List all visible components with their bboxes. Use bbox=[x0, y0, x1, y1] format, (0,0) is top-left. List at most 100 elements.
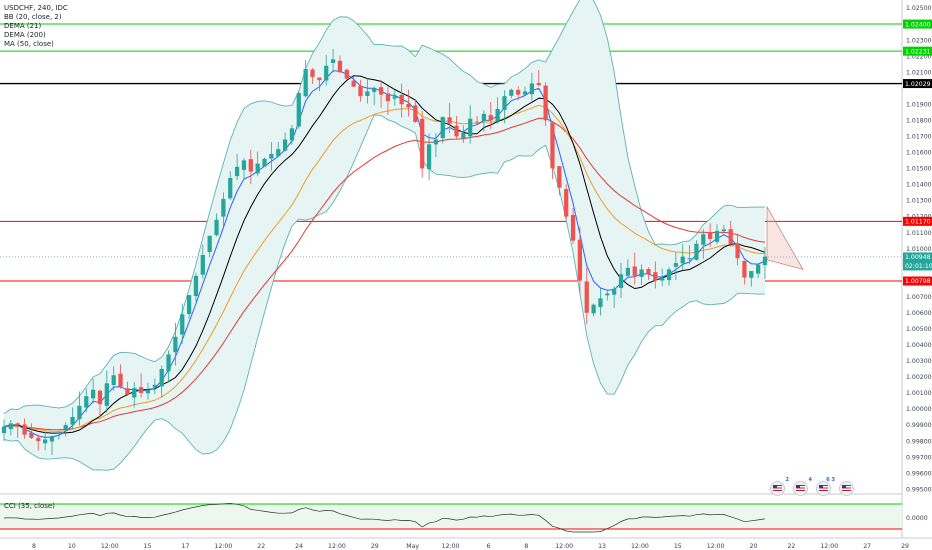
candle-body bbox=[180, 314, 185, 335]
candle-body bbox=[694, 243, 699, 260]
candle-body bbox=[118, 373, 123, 387]
time-tick-label: 29 bbox=[371, 543, 379, 550]
candle-body bbox=[173, 336, 178, 353]
candle-body bbox=[214, 219, 219, 236]
time-tick-label: 17 bbox=[182, 543, 190, 550]
legend-symbol[interactable]: USDCHF, 240, IDC bbox=[4, 4, 68, 12]
cci-band bbox=[0, 504, 902, 529]
last-price-tag bbox=[903, 252, 932, 271]
candle-body bbox=[234, 166, 240, 177]
candle-body bbox=[399, 94, 404, 105]
price-axis[interactable]: 1.02500 1.02300 1.02200 1.02100 1.01900 1.018… bbox=[903, 5, 932, 522]
us-flag-event-icon[interactable] bbox=[839, 481, 854, 496]
candle-body bbox=[584, 281, 589, 313]
candle-body bbox=[447, 117, 452, 124]
level-price-tag bbox=[903, 79, 932, 89]
candle-body bbox=[132, 388, 137, 398]
bollinger-lower bbox=[3, 114, 765, 471]
candle-body bbox=[303, 68, 308, 97]
candle-body bbox=[70, 417, 75, 425]
candle-body bbox=[426, 144, 432, 170]
price-tick-label: 1.01600 bbox=[906, 150, 932, 157]
candle-body bbox=[673, 263, 678, 267]
time-tick-label: 24 bbox=[295, 543, 303, 550]
candle-body bbox=[728, 229, 733, 244]
candle-body bbox=[756, 264, 761, 274]
legend-bb[interactable]: BB (20, close, 2) bbox=[4, 13, 62, 21]
candle-body bbox=[289, 128, 295, 141]
us-flag-event-icon[interactable]: 4 bbox=[793, 477, 812, 496]
candle-body bbox=[735, 243, 740, 259]
bollinger-bands bbox=[3, 0, 765, 471]
candle-body bbox=[262, 158, 267, 167]
indicator-lines bbox=[3, 70, 766, 438]
level-price-label: 1.01170 bbox=[905, 219, 931, 226]
cci-zero-label: 0.0000 bbox=[906, 515, 928, 522]
candle-body bbox=[152, 384, 157, 388]
candle-body bbox=[221, 198, 226, 217]
cci-legend[interactable]: CCI (35, close) bbox=[4, 502, 55, 510]
candle-body bbox=[276, 149, 281, 157]
candle-body bbox=[269, 153, 274, 159]
time-axis[interactable]: 8 10 12:00 15 17 12:00 22 24 12:00 29 May 12:00 6 8 12… bbox=[32, 543, 909, 550]
candle-body bbox=[742, 260, 747, 278]
legend-dema21[interactable]: DEMA (21) bbox=[4, 22, 42, 30]
price-tick-label: 1.01700 bbox=[906, 134, 932, 141]
candle-body bbox=[228, 178, 233, 199]
legend-dema200[interactable]: DEMA (200) bbox=[4, 31, 46, 39]
price-tick-label: 1.01800 bbox=[906, 117, 932, 124]
candle-body bbox=[660, 277, 665, 281]
time-tick-label: 12:00 bbox=[707, 543, 725, 550]
candle-body bbox=[488, 115, 493, 121]
candle-body bbox=[358, 85, 363, 97]
candle-body bbox=[97, 390, 103, 405]
candle-body bbox=[762, 256, 768, 266]
legend-ma50[interactable]: MA (50, close) bbox=[4, 40, 54, 48]
level-price-tag bbox=[903, 216, 932, 226]
candle-body bbox=[749, 271, 754, 278]
candle-body bbox=[468, 118, 473, 137]
candle-body bbox=[461, 133, 466, 139]
candle-body bbox=[125, 388, 130, 395]
candle-body bbox=[550, 123, 555, 169]
ma50-line bbox=[3, 104, 766, 432]
level-price-label: 1.02231 bbox=[905, 48, 931, 55]
candlesticks bbox=[1, 48, 768, 456]
candle-body bbox=[15, 423, 20, 426]
candle-body bbox=[1, 426, 7, 434]
time-tick-label: 12:00 bbox=[820, 543, 838, 550]
level-price-label: 1.02029 bbox=[905, 81, 931, 88]
candle-body bbox=[632, 266, 637, 276]
candle-body bbox=[495, 109, 500, 121]
us-flag-event-icon[interactable]: 6 3 bbox=[816, 477, 835, 496]
price-tick-label: 1.00600 bbox=[906, 310, 932, 317]
candle-body bbox=[372, 88, 377, 92]
time-tick-label: 27 bbox=[863, 543, 871, 550]
candle-body bbox=[708, 232, 713, 239]
cci-panel bbox=[0, 503, 902, 533]
candle-body bbox=[598, 298, 603, 308]
candle-body bbox=[8, 423, 13, 430]
candle-body bbox=[207, 235, 212, 253]
candle-body bbox=[502, 96, 507, 111]
candle-body bbox=[625, 267, 631, 276]
time-tick-label: 8 bbox=[32, 543, 36, 550]
price-tick-label: 1.02100 bbox=[906, 69, 932, 76]
candle-body bbox=[440, 117, 445, 139]
candle-body bbox=[365, 91, 370, 96]
chart-legend: USDCHF, 240, IDC BB (20, close, 2) DEMA … bbox=[4, 4, 68, 49]
time-tick-label: 15 bbox=[674, 543, 682, 550]
candle-body bbox=[317, 77, 322, 81]
candle-body bbox=[310, 69, 315, 77]
candle-body bbox=[653, 272, 658, 281]
us-flag-event-icon[interactable]: 2 bbox=[770, 477, 789, 496]
candle-body bbox=[159, 368, 164, 387]
candle-body bbox=[701, 234, 706, 245]
candle-body bbox=[516, 89, 521, 95]
dema200-line bbox=[3, 75, 766, 434]
countdown-label: 02:01:10 bbox=[905, 263, 932, 270]
candle-body bbox=[413, 105, 418, 122]
candle-body bbox=[166, 354, 171, 372]
candle-body bbox=[145, 389, 151, 394]
